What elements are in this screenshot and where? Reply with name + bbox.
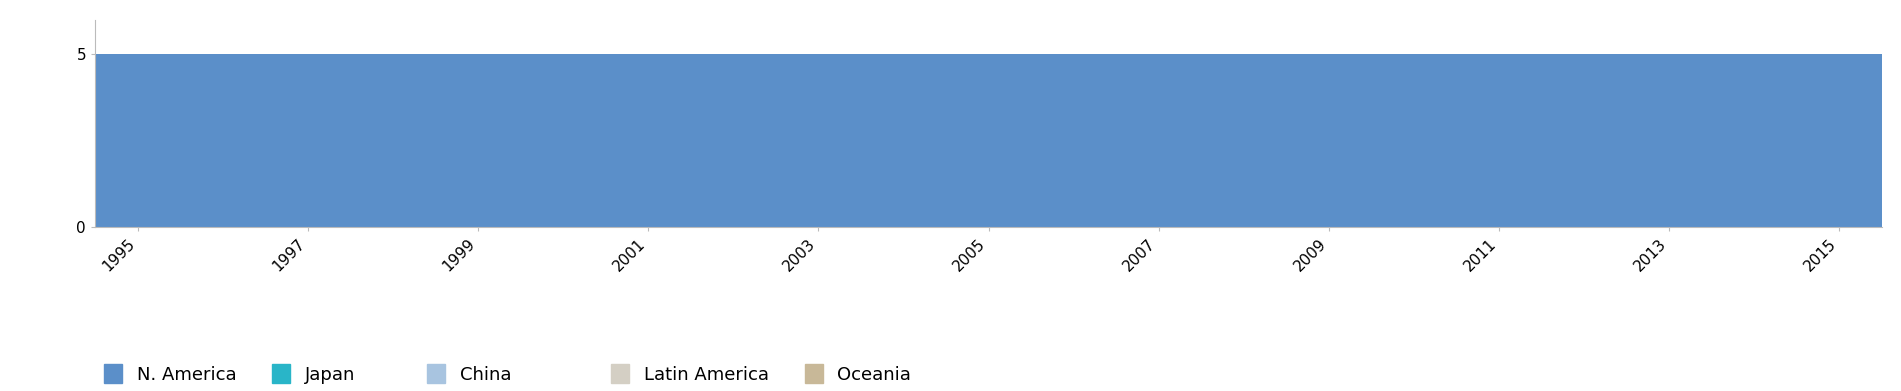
Bar	[1030, 54, 1116, 227]
Bar	[690, 54, 776, 227]
Bar	[947, 54, 1030, 227]
Bar	[1796, 54, 1882, 227]
Bar	[181, 54, 266, 227]
Bar	[1371, 54, 1456, 227]
Bar	[606, 54, 690, 227]
Bar	[861, 54, 947, 227]
Bar	[266, 54, 350, 227]
Bar	[1542, 54, 1627, 227]
Bar	[1116, 54, 1201, 227]
Legend: N. America, W. Europe, Japan, E. Europe, China, Asia Far East, Latin America, N&: N. America, W. Europe, Japan, E. Europe,…	[105, 364, 911, 391]
Bar	[521, 54, 606, 227]
Bar	[1456, 54, 1542, 227]
Bar	[1287, 54, 1371, 227]
Bar	[1201, 54, 1287, 227]
Bar	[350, 54, 435, 227]
Bar	[1627, 54, 1711, 227]
Bar	[95, 54, 181, 227]
Bar	[435, 54, 521, 227]
Bar	[1711, 54, 1796, 227]
Bar	[776, 54, 861, 227]
